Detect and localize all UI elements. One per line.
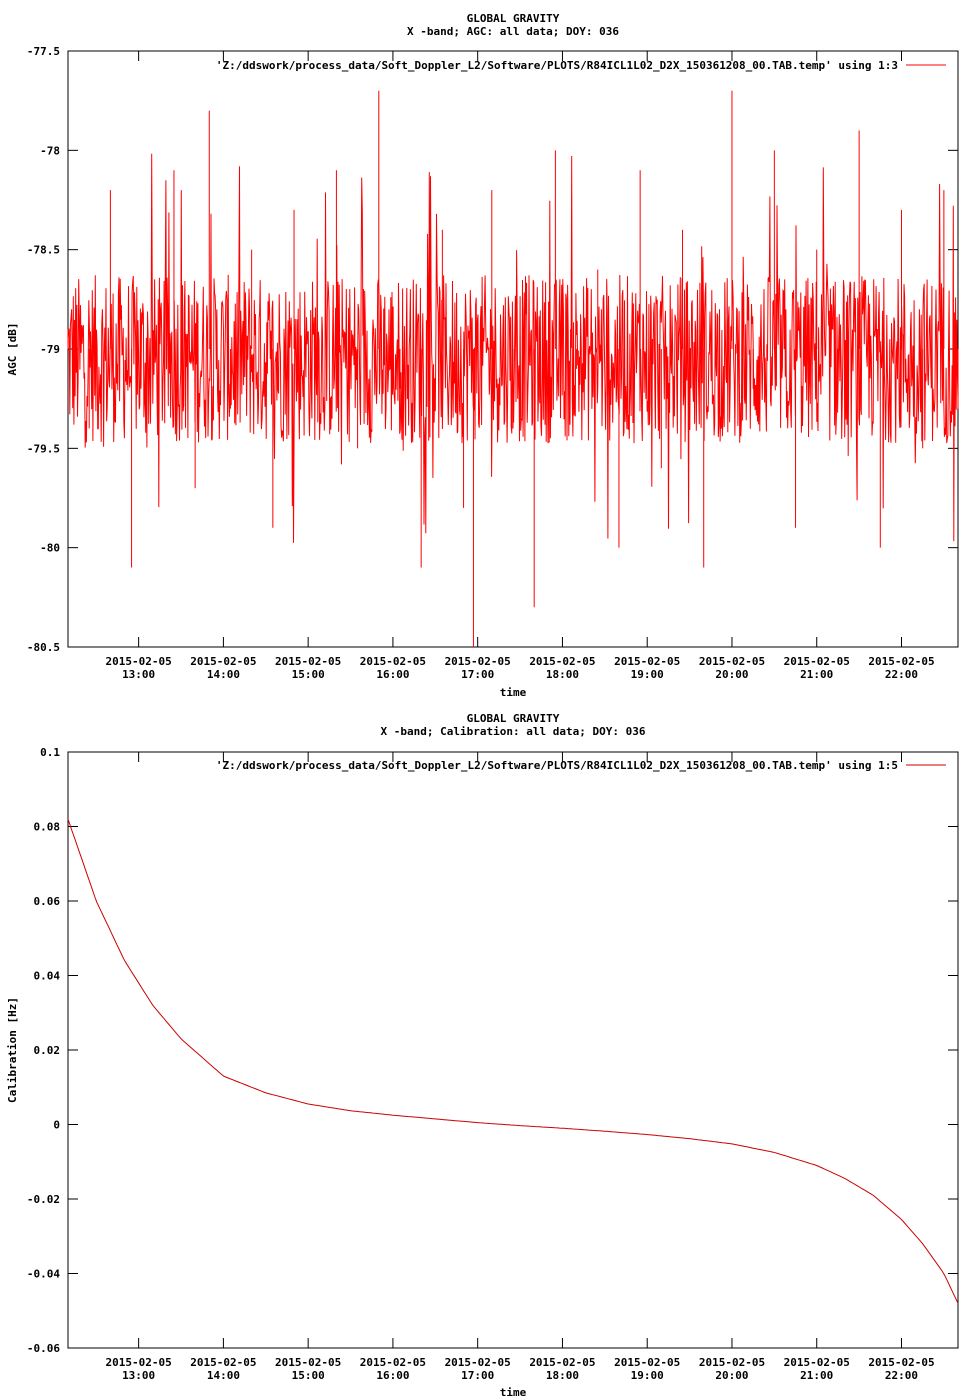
x-tick-label-time: 15:00 (292, 668, 325, 681)
x-tick-label-date: 2015-02-05 (614, 1356, 680, 1369)
x-tick-label-time: 19:00 (631, 668, 664, 681)
x-tick-label-time: 18:00 (546, 668, 579, 681)
x-tick-label-date: 2015-02-05 (868, 655, 934, 668)
series-line (67, 818, 959, 1304)
legend-entry: 'Z:/ddswork/process_data/Soft_Doppler_L2… (216, 759, 898, 772)
x-tick-label-time: 17:00 (461, 668, 494, 681)
y-tick-label: -79 (40, 343, 60, 356)
chart-title: GLOBAL GRAVITY (467, 12, 560, 25)
y-tick-label: -0.02 (27, 1193, 60, 1206)
y-tick-label: -78 (40, 144, 60, 157)
y-axis-label: Calibration [Hz] (6, 997, 19, 1103)
x-tick-label-time: 21:00 (800, 1369, 833, 1382)
y-tick-label: 0.04 (34, 970, 61, 983)
plot-frame (67, 751, 959, 1349)
y-tick-label: 0.06 (34, 895, 61, 908)
x-tick-label-date: 2015-02-05 (699, 1356, 765, 1369)
x-tick-label-time: 22:00 (885, 1369, 918, 1382)
x-tick-label-date: 2015-02-05 (445, 1356, 511, 1369)
x-tick-label-date: 2015-02-05 (106, 655, 172, 668)
y-axis-label: AGC [dB] (6, 323, 19, 376)
y-tick-label: 0.02 (34, 1044, 61, 1057)
x-tick-label-date: 2015-02-05 (784, 655, 850, 668)
x-tick-label-time: 14:00 (207, 668, 240, 681)
x-tick-label-time: 18:00 (546, 1369, 579, 1382)
x-tick-label-time: 13:00 (122, 668, 155, 681)
chart-subtitle: X -band; Calibration: all data; DOY: 036 (381, 725, 646, 738)
x-tick-label-date: 2015-02-05 (190, 655, 256, 668)
x-axis-label: time (500, 686, 527, 699)
chart-title: GLOBAL GRAVITY (467, 712, 560, 725)
x-tick-label-time: 19:00 (631, 1369, 664, 1382)
x-tick-label-date: 2015-02-05 (868, 1356, 934, 1369)
x-tick-label-time: 22:00 (885, 668, 918, 681)
x-tick-label-date: 2015-02-05 (360, 655, 426, 668)
x-tick-label-time: 16:00 (376, 1369, 409, 1382)
x-tick-label-date: 2015-02-05 (614, 655, 680, 668)
x-tick-label-date: 2015-02-05 (445, 655, 511, 668)
x-tick-label-date: 2015-02-05 (529, 655, 595, 668)
x-axis-label: time (500, 1386, 527, 1399)
y-tick-label: -79.5 (27, 442, 60, 455)
x-tick-label-time: 20:00 (715, 1369, 748, 1382)
legend-entry: 'Z:/ddswork/process_data/Soft_Doppler_L2… (216, 59, 898, 72)
x-tick-label-date: 2015-02-05 (529, 1356, 595, 1369)
y-tick-label: -78.5 (27, 244, 60, 257)
x-tick-label-time: 14:00 (207, 1369, 240, 1382)
x-tick-label-time: 13:00 (122, 1369, 155, 1382)
x-tick-label-time: 15:00 (292, 1369, 325, 1382)
series-line (67, 153, 959, 543)
x-tick-label-date: 2015-02-05 (360, 1356, 426, 1369)
x-tick-label-time: 21:00 (800, 668, 833, 681)
x-tick-label-time: 20:00 (715, 668, 748, 681)
y-tick-label: 0 (53, 1119, 60, 1132)
y-tick-label: -77.5 (27, 45, 60, 58)
series-agc (67, 90, 959, 647)
y-tick-label: -80.5 (27, 641, 60, 654)
x-tick-label-time: 16:00 (376, 668, 409, 681)
x-tick-label-date: 2015-02-05 (699, 655, 765, 668)
x-tick-label-date: 2015-02-05 (190, 1356, 256, 1369)
x-tick-label-date: 2015-02-05 (275, 655, 341, 668)
x-tick-label-date: 2015-02-05 (106, 1356, 172, 1369)
y-tick-label: -0.04 (27, 1268, 60, 1281)
y-tick-label: -80 (40, 542, 60, 555)
y-tick-label: 0.1 (40, 746, 60, 759)
y-tick-label: 0.08 (34, 821, 61, 834)
x-tick-label-date: 2015-02-05 (784, 1356, 850, 1369)
y-tick-label: -0.06 (27, 1342, 60, 1355)
x-tick-label-time: 17:00 (461, 1369, 494, 1382)
chart-subtitle: X -band; AGC: all data; DOY: 036 (407, 25, 619, 38)
x-tick-label-date: 2015-02-05 (275, 1356, 341, 1369)
